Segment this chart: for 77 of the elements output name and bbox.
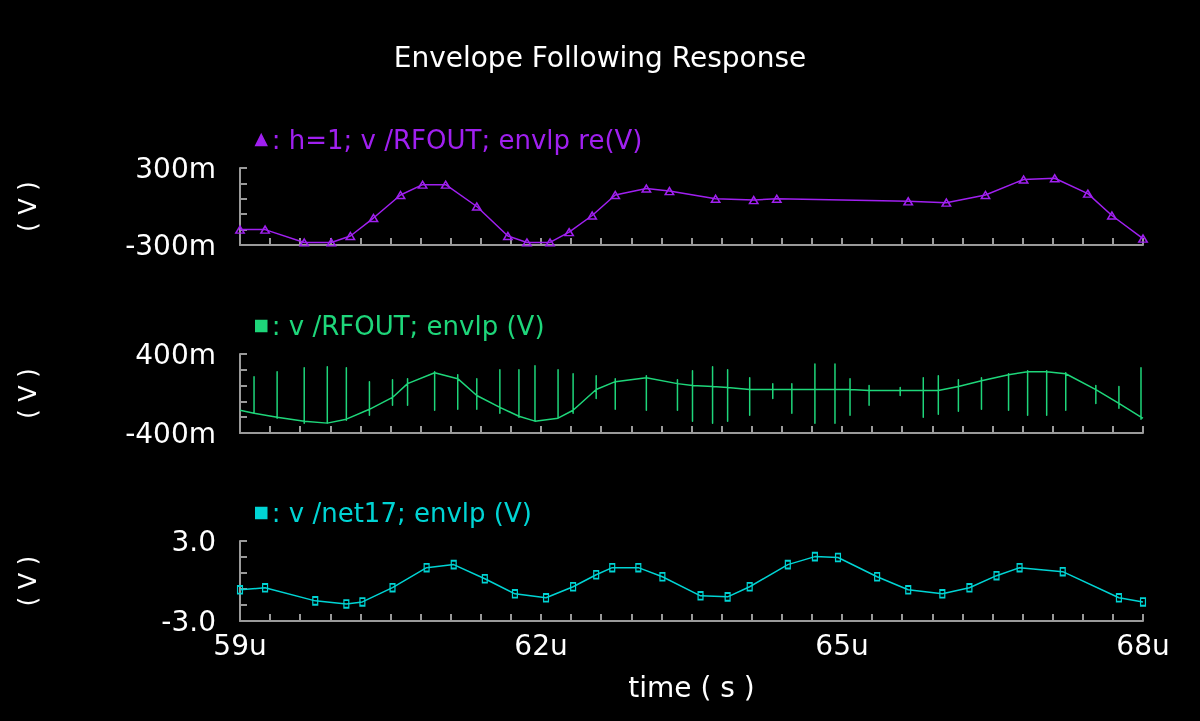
point [592,570,600,580]
point [1139,597,1147,607]
point [1082,189,1093,198]
point [1059,567,1066,577]
point [569,582,577,592]
point [905,585,912,595]
point [903,197,914,206]
point [450,560,457,570]
point [771,194,782,204]
point [710,194,721,204]
point [326,238,337,247]
point [389,583,396,593]
y-tick-label: -3.0 [161,604,216,638]
point [784,560,792,570]
point [260,225,271,234]
point [993,571,1000,581]
y-tick-label: 300m [135,151,216,185]
y-tick-label: -400m [125,416,216,450]
y-tick-label: 400m [135,337,216,371]
x-tick-label: 65u [815,628,869,662]
point [587,211,598,220]
point [299,238,310,247]
point [542,593,550,603]
x-axis-title: time ( s ) [628,670,755,704]
y-axis-title: ( V ) [14,181,42,232]
point [236,585,244,595]
y-tick-label: -300m [125,228,216,262]
legend-label: : h=1; v /RFOUT; envlp re(V) [271,125,643,155]
point [966,583,973,593]
point [1049,174,1060,183]
point [423,563,430,573]
point [1018,175,1029,184]
point [440,180,451,189]
point [609,563,616,573]
point [834,552,842,563]
y-tick-label: 3.0 [171,524,216,558]
point [345,231,356,241]
point [1115,593,1123,603]
point [481,574,489,584]
point [235,225,245,234]
point [511,589,519,599]
point [522,238,532,247]
point [641,184,652,193]
point [343,599,350,609]
point [664,186,675,196]
point [748,195,759,205]
point [873,572,881,582]
x-tick-label: 62u [514,628,568,662]
point [635,563,642,573]
point [261,583,269,593]
x-tick-label: 59u [213,628,267,662]
point [724,592,731,602]
point [395,190,406,200]
point [417,180,428,189]
point [746,582,753,592]
point [980,190,991,200]
chart-title: Envelope Following Response [393,40,807,74]
y-axis-title: ( V ) [14,555,42,607]
point [545,238,555,247]
legend-label: : v /RFOUT; envlp (V) [271,311,545,341]
point [939,589,946,599]
point [1106,211,1117,220]
point [471,202,482,211]
point [697,591,704,601]
point [610,190,621,200]
legend-label: : v /net17; envlp (V) [271,498,532,528]
point [312,596,319,606]
y-axis-title: ( V ) [14,368,42,419]
point [811,552,819,562]
point [1016,563,1023,573]
x-tick-label: 68u [1116,628,1170,662]
point [659,572,666,582]
point [359,597,366,607]
point [502,231,513,241]
point [564,227,575,237]
point [941,198,952,207]
point [368,213,379,223]
